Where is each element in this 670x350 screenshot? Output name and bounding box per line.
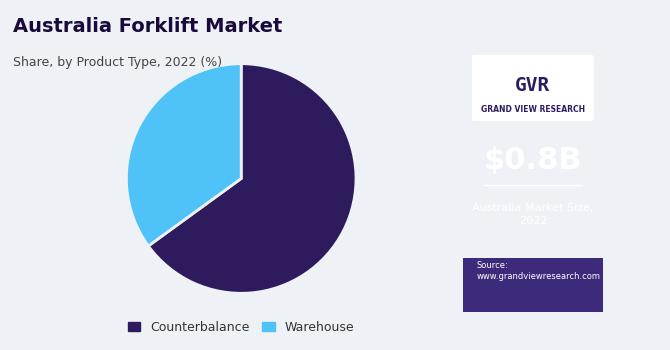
FancyBboxPatch shape bbox=[472, 56, 593, 120]
Text: Australia Forklift Market: Australia Forklift Market bbox=[13, 18, 283, 36]
Text: Australia Market Size,
2022: Australia Market Size, 2022 bbox=[472, 203, 594, 226]
Text: GVR: GVR bbox=[515, 76, 551, 94]
Wedge shape bbox=[148, 64, 356, 293]
Text: Source:
www.grandviewresearch.com: Source: www.grandviewresearch.com bbox=[477, 261, 601, 281]
Text: GRAND VIEW RESEARCH: GRAND VIEW RESEARCH bbox=[481, 105, 585, 114]
Bar bbox=[463, 258, 603, 312]
Text: Share, by Product Type, 2022 (%): Share, by Product Type, 2022 (%) bbox=[13, 56, 222, 69]
Text: $0.8B: $0.8B bbox=[484, 146, 582, 175]
Legend: Counterbalance, Warehouse: Counterbalance, Warehouse bbox=[123, 316, 359, 339]
Wedge shape bbox=[127, 64, 241, 246]
